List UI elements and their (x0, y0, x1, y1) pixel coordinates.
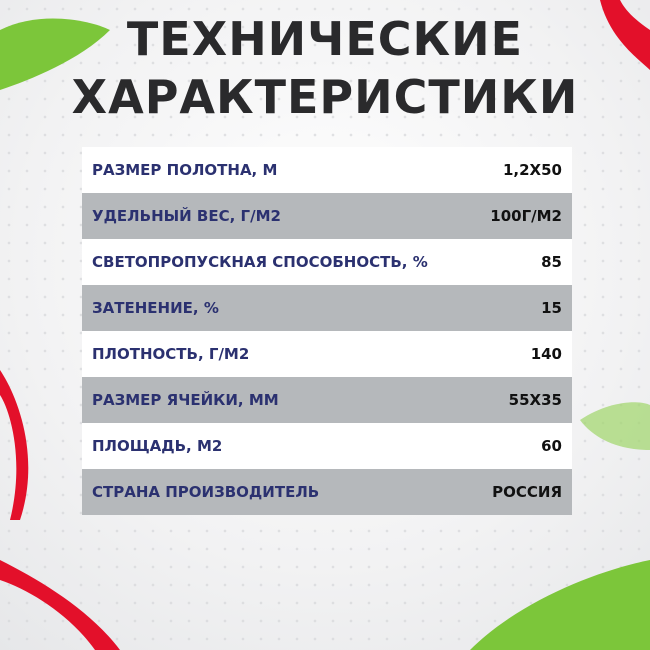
spec-row: ЗАТЕНЕНИЕ, % 15 (82, 285, 572, 331)
spec-value: 1,2Х50 (502, 161, 562, 179)
title-line-1: ТЕХНИЧЕСКИЕ (126, 12, 524, 66)
spec-label: ПЛОЩАДЬ, М2 (92, 437, 223, 455)
spec-row: СВЕТОПРОПУСКНАЯ СПОСОБНОСТЬ, % 85 (82, 239, 572, 285)
spec-label: СВЕТОПРОПУСКНАЯ СПОСОБНОСТЬ, % (92, 253, 428, 271)
ribbon-top-right (600, 0, 650, 70)
spec-row: ПЛОТНОСТЬ, Г/М2 140 (82, 331, 572, 377)
spec-row: РАЗМЕР ЯЧЕЙКИ, ММ 55Х35 (82, 377, 572, 423)
spec-row: ПЛОЩАДЬ, М2 60 (82, 423, 572, 469)
spec-value: РОССИЯ (492, 483, 562, 501)
ribbon-bottom-left (0, 560, 120, 650)
spec-label: ПЛОТНОСТЬ, Г/М2 (92, 345, 250, 363)
spec-value: 140 (530, 345, 562, 363)
spec-label: РАЗМЕР ЯЧЕЙКИ, ММ (92, 391, 279, 409)
page-title: ТЕХНИЧЕСКИЕ ХАРАКТЕРИСТИКИ (0, 10, 650, 126)
spec-label: СТРАНА ПРОИЗВОДИТЕЛЬ (92, 483, 320, 501)
leaf-right (580, 402, 650, 450)
spec-label: УДЕЛЬНЫЙ ВЕС, Г/М2 (92, 207, 281, 225)
spec-row: СТРАНА ПРОИЗВОДИТЕЛЬ РОССИЯ (82, 469, 572, 515)
spec-value: 15 (541, 299, 562, 317)
spec-label: ЗАТЕНЕНИЕ, % (92, 299, 219, 317)
spec-row: УДЕЛЬНЫЙ ВЕС, Г/М2 100Г/М2 (82, 193, 572, 239)
ribbon-left (0, 370, 29, 520)
spec-table: РАЗМЕР ПОЛОТНА, М 1,2Х50 УДЕЛЬНЫЙ ВЕС, Г/… (82, 147, 572, 515)
leaf-bottom-right (470, 560, 650, 650)
spec-value: 100Г/М2 (490, 207, 562, 225)
leaf-top-left (0, 18, 110, 90)
spec-value: 55Х35 (508, 391, 562, 409)
spec-value: 85 (541, 253, 562, 271)
title-line-2: ХАРАКТЕРИСТИКИ (71, 70, 579, 124)
spec-value: 60 (541, 437, 562, 455)
spec-row: РАЗМЕР ПОЛОТНА, М 1,2Х50 (82, 147, 572, 193)
spec-label: РАЗМЕР ПОЛОТНА, М (92, 161, 278, 179)
